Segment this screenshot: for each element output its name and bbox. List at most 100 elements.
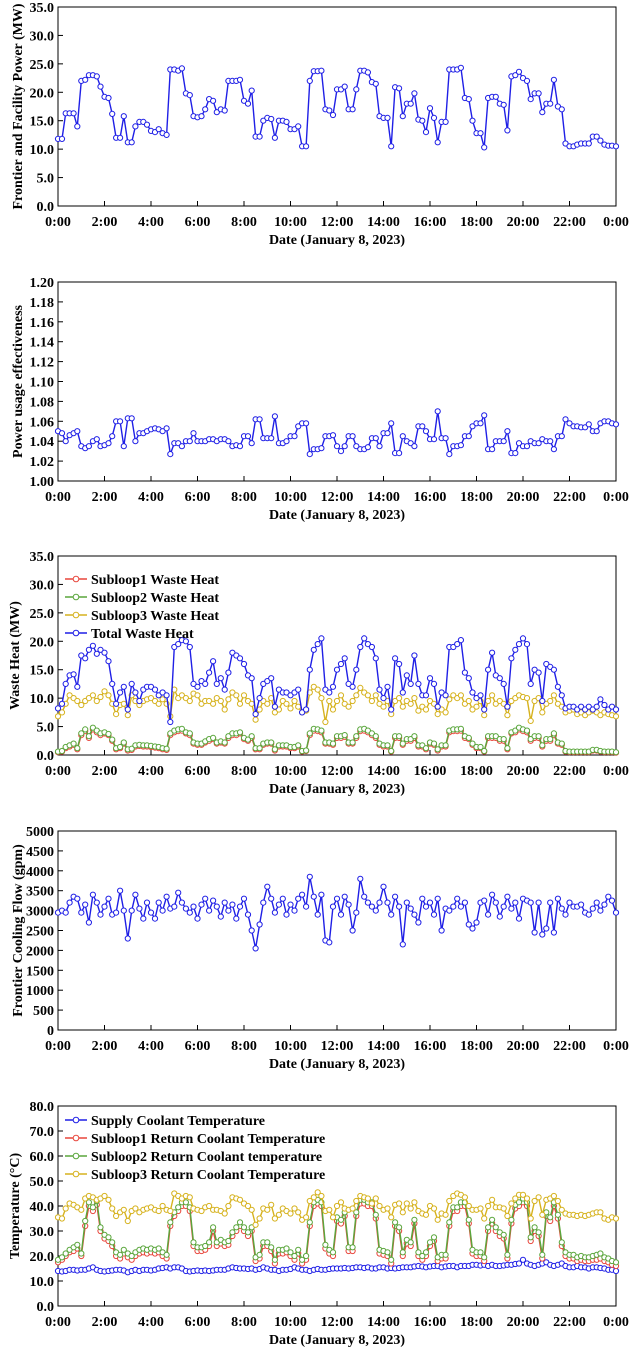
- data-point: [407, 1239, 414, 1246]
- x-tick-label: 14:00: [367, 1315, 400, 1330]
- x-tick-label: 4:00: [138, 764, 164, 779]
- x-tick-label: 0:00: [603, 215, 629, 230]
- data-point: [178, 65, 185, 72]
- data-point: [605, 893, 612, 900]
- data-point: [465, 1202, 472, 1210]
- data-point: [446, 907, 453, 914]
- data-point: [229, 1229, 236, 1236]
- data-point: [303, 143, 310, 150]
- data-point: [175, 641, 182, 648]
- data-point: [566, 899, 573, 906]
- data-point: [442, 1211, 449, 1218]
- data-point: [264, 883, 271, 890]
- x-tick-label: 20:00: [507, 490, 540, 505]
- data-point: [143, 121, 151, 128]
- data-point: [578, 901, 585, 908]
- data-point: [457, 725, 464, 732]
- y-tick-label: 5.0: [37, 172, 55, 187]
- data-point: [120, 907, 127, 914]
- data-point: [612, 909, 620, 916]
- data-point: [213, 903, 220, 910]
- data-point: [120, 739, 127, 746]
- x-tick-label: 18:00: [460, 215, 493, 230]
- data-point: [422, 692, 430, 699]
- data-point: [384, 899, 391, 906]
- data-point: [326, 939, 333, 946]
- series-s2: [54, 724, 620, 756]
- y-tick-label: 10.0: [30, 692, 55, 707]
- data-point: [415, 707, 422, 714]
- data-point: [550, 692, 558, 699]
- data-point: [469, 423, 476, 430]
- data-point: [54, 713, 62, 720]
- data-point: [147, 909, 155, 916]
- data-point: [485, 697, 492, 705]
- data-point: [422, 706, 430, 713]
- data-point: [442, 435, 449, 442]
- data-point: [155, 126, 162, 133]
- data-point: [396, 450, 403, 457]
- data-point: [477, 420, 484, 427]
- y-tick-label: 1.06: [30, 415, 55, 430]
- data-point: [210, 897, 217, 904]
- data-point: [256, 133, 263, 140]
- y-tick-label: 5000: [26, 825, 54, 840]
- y-tick-label: 20.0: [30, 1250, 55, 1265]
- data-point: [550, 76, 558, 83]
- data-point: [364, 69, 371, 76]
- data-point: [372, 80, 379, 87]
- data-point: [268, 435, 275, 442]
- data-point: [271, 134, 278, 141]
- chart-panel-2: 1.00 1.02 1.04 1.06 1.08 1.10 1.12 1.14 1.16 1.18…: [11, 276, 629, 523]
- data-point: [244, 1229, 252, 1236]
- data-point: [178, 443, 185, 450]
- x-tick-label: 0:00: [603, 1315, 629, 1330]
- data-point: [357, 684, 364, 692]
- data-point: [105, 895, 112, 902]
- data-point: [132, 891, 139, 898]
- data-point: [399, 1209, 406, 1216]
- data-point: [372, 733, 379, 740]
- x-tick-label: 0:00: [45, 490, 71, 505]
- data-point: [303, 747, 310, 754]
- data-point: [422, 129, 430, 136]
- data-point: [322, 718, 329, 726]
- data-point: [182, 905, 189, 912]
- data-point: [515, 641, 523, 648]
- data-point: [361, 893, 368, 900]
- y-tick-label: 1.18: [30, 296, 55, 311]
- x-tick-label: 16:00: [414, 1315, 447, 1330]
- data-point: [318, 1192, 325, 1200]
- data-point: [535, 1194, 542, 1201]
- data-point: [465, 675, 472, 682]
- data-point: [117, 134, 124, 141]
- data-point: [492, 1224, 499, 1231]
- data-point: [74, 123, 81, 130]
- data-point: [275, 1211, 282, 1218]
- data-point: [558, 692, 565, 699]
- data-point: [550, 666, 558, 673]
- plot-frame: [57, 281, 617, 482]
- data-point: [287, 1210, 294, 1217]
- data-point: [411, 443, 418, 450]
- data-point: [539, 697, 546, 705]
- data-point: [376, 700, 383, 707]
- data-point: [194, 683, 201, 690]
- data-point: [554, 683, 562, 690]
- data-point: [256, 1251, 263, 1258]
- plot-frame: [57, 6, 617, 207]
- data-point: [74, 895, 81, 902]
- x-tick-label: 10:00: [274, 764, 307, 779]
- x-tick-label: 4:00: [138, 1315, 164, 1330]
- data-point: [132, 689, 139, 696]
- x-tick-label: 12:00: [321, 215, 354, 230]
- data-point: [248, 87, 255, 94]
- data-point: [372, 907, 379, 914]
- data-point: [454, 641, 461, 648]
- chart-panel-1: 0.0 5.0 10.0 15.0 20.0 25.0 30.0 35.0 0:00 2:00 4:…: [11, 1, 629, 248]
- data-point: [612, 1259, 620, 1266]
- data-point: [337, 692, 345, 699]
- data-point: [210, 658, 217, 665]
- y-tick-label: 3000: [26, 905, 54, 920]
- data-point: [147, 695, 155, 702]
